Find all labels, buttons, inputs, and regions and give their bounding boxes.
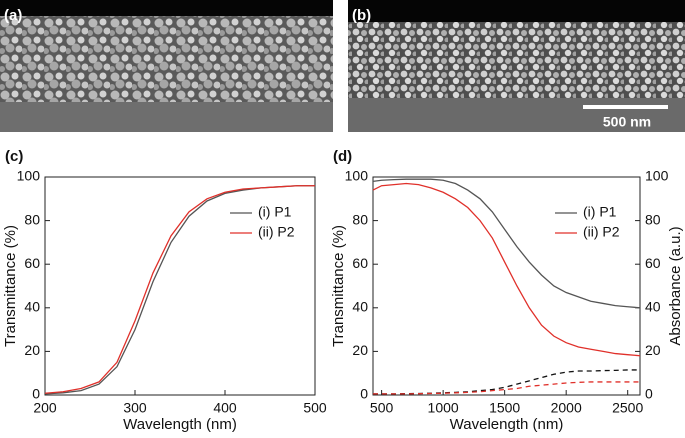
plot-frame	[372, 176, 641, 396]
line	[373, 381, 640, 395]
line	[44, 185, 315, 394]
x-tick-label: 2500	[612, 400, 643, 416]
y-tick-label: 100	[17, 168, 41, 184]
legend-label: (i) P1	[258, 204, 292, 220]
y-tick-label: 40	[352, 299, 368, 315]
y-tick-label: 60	[24, 255, 40, 271]
legend-label: (i) P1	[583, 204, 617, 220]
panel-label: (c)	[5, 148, 23, 165]
line	[372, 182, 641, 357]
y-tick-label: 20	[24, 342, 40, 358]
y2-tick-label: 60	[645, 255, 661, 271]
y-tick-label: 100	[345, 168, 369, 184]
sem-image-b: (b) 500 nm	[348, 0, 685, 132]
y2-tick-label: 100	[645, 168, 669, 184]
x-tick-label: 1000	[428, 400, 459, 416]
x-tick-label: 200	[33, 400, 57, 416]
sem-image-a: (a)	[0, 0, 333, 132]
y-tick-label: 80	[352, 211, 368, 227]
y-tick-label: 60	[352, 255, 368, 271]
legend-label: (ii) P2	[258, 224, 295, 240]
y2-tick-label: 0	[645, 386, 653, 402]
y2-tick-label: 80	[645, 211, 661, 227]
y-tick-label: 20	[352, 342, 368, 358]
y-tick-label: 0	[360, 386, 368, 402]
y2-tick-label: 40	[645, 299, 661, 315]
line	[372, 178, 641, 309]
panel-label: (d)	[333, 148, 352, 165]
panel-label: (a)	[4, 7, 22, 24]
panel-label: (b)	[352, 7, 371, 24]
x-tick-label: 300	[123, 400, 147, 416]
x-tick-label: 500	[370, 400, 394, 416]
x-tick-label: 500	[303, 400, 327, 416]
scale-bar-label: 500 nm	[603, 114, 651, 130]
y-axis-label: Transmittance (%)	[2, 225, 19, 347]
y-tick-label: 0	[32, 386, 40, 402]
y-axis-label: Transmittance (%)	[330, 225, 347, 347]
plot-frame	[44, 176, 316, 396]
x-tick-label: 2000	[551, 400, 582, 416]
y2-tick-label: 20	[645, 342, 661, 358]
x-axis-label: Wavelength (nm)	[450, 416, 564, 433]
y-tick-label: 80	[24, 211, 40, 227]
y2-axis-label: Absorbance (a.u.)	[667, 226, 684, 345]
legend-label: (ii) P2	[583, 224, 620, 240]
x-tick-label: 1500	[489, 400, 520, 416]
x-tick-label: 400	[213, 400, 237, 416]
x-axis-label: Wavelength (nm)	[123, 416, 237, 433]
y-tick-label: 40	[24, 299, 40, 315]
